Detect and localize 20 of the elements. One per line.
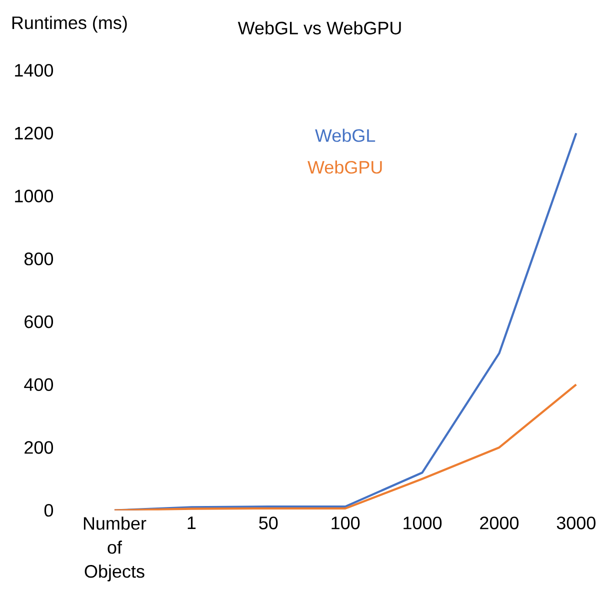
x-tick-label: 2000: [480, 516, 519, 530]
x-tick-label: 100: [332, 516, 360, 530]
x-tick-label: 3000: [556, 516, 596, 530]
y-tick-label: 400: [24, 378, 54, 391]
x-tick-label: Number of Objects: [84, 516, 146, 582]
y-tick-label: 1400: [15, 64, 54, 77]
x-tick-label: 50: [259, 516, 278, 530]
y-tick-label: 0: [44, 504, 54, 517]
text: WebGPU: [308, 160, 382, 174]
text: WebGL: [315, 128, 376, 142]
x-tick-label: 1: [188, 516, 196, 529]
x-tick-label: 1000: [404, 516, 442, 530]
y-tick-label: 600: [24, 315, 54, 328]
y-tick-label: 1000: [15, 190, 54, 202]
line-series: [113, 384, 578, 510]
y-tick-label: 200: [24, 441, 54, 454]
y-tick-label: 1200: [15, 126, 54, 140]
y-axis-title: Runtimes (ms): [12, 16, 127, 33]
chart-title: WebGL vs WebGPU: [238, 21, 401, 34]
y-tick-label: 800: [24, 252, 54, 266]
